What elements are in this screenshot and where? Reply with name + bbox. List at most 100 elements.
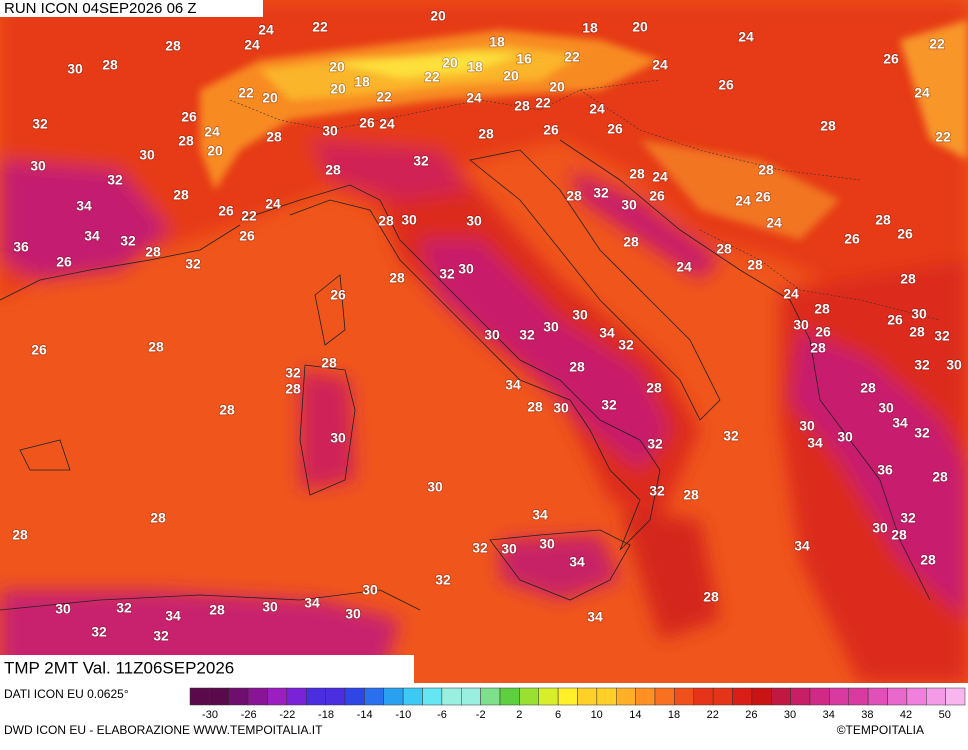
temperature-label: 32 (914, 425, 930, 441)
temperature-label: 18 (467, 59, 483, 75)
temperature-label: 24 (783, 286, 799, 302)
temperature-label: 28 (566, 188, 582, 204)
temperature-label: 30 (946, 357, 962, 373)
temperature-label: 34 (84, 228, 100, 244)
temperature-label: 30 (466, 213, 482, 229)
scale-cell (712, 687, 733, 706)
temperature-label: 34 (532, 507, 548, 523)
coastlines (0, 139, 931, 611)
temperature-label: 28 (920, 552, 936, 568)
scale-cell (616, 687, 636, 706)
temperature-label: 28 (514, 98, 530, 114)
scale-cell (325, 687, 346, 706)
temperature-label: 34 (587, 609, 603, 625)
scale-cell (751, 687, 772, 706)
temperature-label: 32 (439, 266, 455, 282)
temperature-label: 28 (623, 234, 639, 250)
scale-cell (557, 687, 578, 706)
temperature-label: 28 (703, 589, 719, 605)
scale-cell (906, 687, 927, 706)
temperature-label: 26 (181, 109, 197, 125)
temperature-label: 28 (285, 381, 301, 397)
temperature-label: 32 (153, 628, 169, 644)
temperature-label: 18 (354, 74, 370, 90)
temperature-label: 18 (489, 34, 505, 50)
temperature-label: 26 (897, 226, 913, 242)
temperature-label: 24 (589, 101, 605, 117)
scale-cell (189, 687, 210, 706)
temperature-label: 28 (932, 469, 948, 485)
temperature-label: 28 (820, 118, 836, 134)
scale-tick-label: -26 (241, 709, 257, 721)
title-box (0, 655, 414, 683)
temperature-label: 22 (424, 69, 440, 85)
scale-cell (364, 687, 384, 706)
temperature-label: 28 (527, 399, 543, 415)
scale-cell (635, 687, 656, 706)
temperature-label: 24 (265, 196, 281, 212)
temperature-label: 26 (887, 312, 903, 328)
temperature-label: 32 (723, 428, 739, 444)
temperature-label: 32 (601, 397, 617, 413)
temperature-label: 24 (244, 37, 260, 53)
temperature-label: 28 (814, 301, 830, 317)
temperature-label: 32 (649, 483, 665, 499)
temperature-label: 30 (30, 158, 46, 174)
scale-cell (926, 687, 946, 706)
temperature-label: 30 (139, 147, 155, 163)
temperature-label: 32 (472, 540, 488, 556)
scale-cell (286, 687, 307, 706)
temperature-label: 34 (304, 595, 320, 611)
temperature-label: 36 (13, 239, 29, 255)
temperature-label: 22 (935, 129, 951, 145)
temperature-label: 24 (766, 215, 782, 231)
temperature-label: 32 (934, 328, 950, 344)
temperature-label: 30 (322, 123, 338, 139)
temperature-label: 30 (262, 599, 278, 615)
temperature-label: 32 (435, 572, 451, 588)
temperature-label: 28 (810, 340, 826, 356)
temperature-label: 30 (572, 307, 588, 323)
scale-tick-label: 22 (707, 709, 719, 721)
scale-tick-label: 10 (591, 709, 603, 721)
scale-cell (247, 687, 268, 706)
temperature-label: 30 (55, 601, 71, 617)
temperature-label: 24 (204, 124, 220, 140)
scale-tick-label: -6 (437, 709, 447, 721)
map-title: TMP 2MT Val. 11Z06SEP2026 (4, 658, 234, 677)
scale-cell (461, 687, 481, 706)
scale-cell (887, 687, 908, 706)
scale-cell (538, 687, 559, 706)
temperature-label: 30 (872, 520, 888, 536)
scale-cell (306, 687, 326, 706)
scale-cell (596, 687, 617, 706)
brand: ©TEMPOITALIA (837, 723, 924, 737)
temperature-label: 32 (285, 365, 301, 381)
borders (229, 79, 941, 321)
data-source: DATI ICON EU 0.0625° (4, 687, 129, 701)
temperature-label: 30 (401, 212, 417, 228)
scale-tick-label: 42 (900, 709, 912, 721)
temperature-label: 28 (909, 324, 925, 340)
scale-tick-label: 2 (516, 709, 522, 721)
temperature-label: 16 (516, 51, 532, 67)
temperature-label: 26 (543, 122, 559, 138)
temperature-label: 28 (758, 162, 774, 178)
temperature-label: 32 (91, 624, 107, 640)
color-scale: -30 -26 -22 -18 -14 -10 -6 -2 2 6 10 14 18 22 26 30 34 38… (189, 687, 966, 721)
temperature-label: 30 (484, 327, 500, 343)
scale-cell (209, 687, 229, 706)
temperature-label: 30 (427, 479, 443, 495)
temperature-label: 28 (145, 244, 161, 260)
scale-cell (674, 687, 694, 706)
scale-cell (654, 687, 675, 706)
temperature-label: 32 (185, 256, 201, 272)
temperature-label: 22 (241, 208, 257, 224)
temperature-label: 28 (875, 212, 891, 228)
scale-cell (383, 687, 404, 706)
temperature-label: 34 (569, 554, 585, 570)
temperature-label: 32 (519, 327, 535, 343)
temperature-label: 28 (266, 129, 282, 145)
scale-tick-label: 14 (629, 709, 641, 721)
temperature-label: 26 (31, 342, 47, 358)
